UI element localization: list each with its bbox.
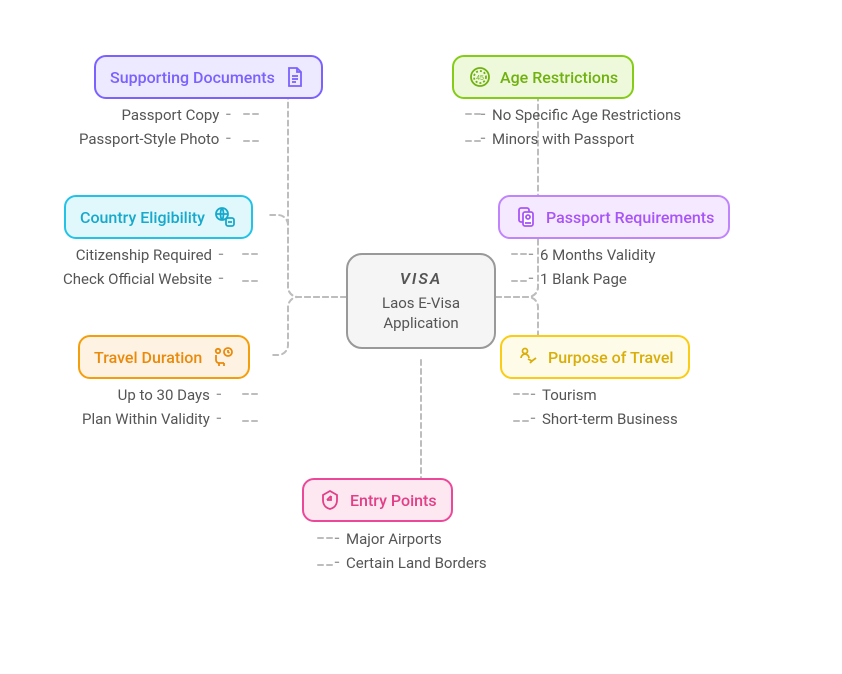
- entry-icon: [318, 488, 342, 512]
- supporting-documents-node: Supporting Documents: [94, 55, 323, 99]
- supporting-documents-items: -Passport Copy-Passport-Style Photo: [79, 106, 237, 148]
- supporting-documents-item-label: Passport Copy: [122, 106, 220, 124]
- document-icon: [283, 65, 307, 89]
- supporting-documents-item-label: Passport-Style Photo: [79, 130, 219, 148]
- tick-mark: -: [522, 270, 540, 288]
- age-restrictions-item: -Minors with Passport: [474, 130, 681, 148]
- svg-text:45: 45: [476, 75, 484, 82]
- travel-duration-item: -Plan Within Validity: [82, 410, 228, 428]
- travel-duration-item-label: Up to 30 Days: [118, 386, 210, 404]
- country-eligibility-node: Country Eligibility: [64, 195, 253, 239]
- tick-mark: -: [328, 554, 346, 572]
- supporting-documents-label: Supporting Documents: [110, 68, 275, 87]
- entry-points-items: -Major Airports-Certain Land Borders: [328, 530, 487, 572]
- passport-requirements-item: -6 Months Validity: [522, 246, 656, 264]
- purpose-of-travel-item-label: Short-term Business: [542, 410, 678, 428]
- entry-points-node: Entry Points: [302, 478, 453, 522]
- supporting-documents-item: -Passport Copy: [122, 106, 238, 124]
- globe-icon: [213, 205, 237, 229]
- country-eligibility-label: Country Eligibility: [80, 208, 205, 227]
- purpose-of-travel-item-label: Tourism: [542, 386, 597, 404]
- age-restrictions-label: Age Restrictions: [500, 68, 618, 87]
- entry-points-item: -Major Airports: [328, 530, 487, 548]
- tick-mark: -: [474, 130, 492, 148]
- center-title: VISA: [358, 269, 484, 288]
- entry-points-item-label: Certain Land Borders: [346, 554, 487, 572]
- tick-mark: -: [524, 410, 542, 428]
- purpose-of-travel-item: -Tourism: [524, 386, 678, 404]
- seat-clock-icon: [210, 345, 234, 369]
- passport-requirements-items: -6 Months Validity-1 Blank Page: [522, 246, 656, 288]
- entry-points-item: -Certain Land Borders: [328, 554, 487, 572]
- tick-mark: -: [524, 386, 542, 404]
- tick-mark: -: [212, 270, 230, 288]
- tick-mark: -: [219, 106, 237, 124]
- travel-duration-item: -Up to 30 Days: [118, 386, 228, 404]
- entry-points-item-label: Major Airports: [346, 530, 442, 548]
- passport-icon: [514, 205, 538, 229]
- passport-requirements-item: -1 Blank Page: [522, 270, 656, 288]
- tick-mark: -: [210, 410, 228, 428]
- age-restrictions-items: -No Specific Age Restrictions-Minors wit…: [474, 106, 681, 148]
- supporting-documents-item: -Passport-Style Photo: [79, 130, 237, 148]
- mindmap-canvas: VISA Laos E-Visa Application Supporting …: [0, 0, 842, 674]
- country-eligibility-item-label: Citizenship Required: [76, 246, 212, 264]
- age-icon: 45: [468, 65, 492, 89]
- center-subtitle: Laos E-Visa Application: [358, 294, 484, 333]
- travel-duration-node: Travel Duration: [78, 335, 250, 379]
- travel-duration-label: Travel Duration: [94, 348, 202, 367]
- tick-mark: -: [210, 386, 228, 404]
- passport-requirements-label: Passport Requirements: [546, 208, 714, 227]
- tick-mark: -: [328, 530, 346, 548]
- purpose-of-travel-items: -Tourism-Short-term Business: [524, 386, 678, 428]
- purpose-of-travel-label: Purpose of Travel: [548, 348, 674, 367]
- country-eligibility-item-label: Check Official Website: [63, 270, 212, 288]
- tick-mark: -: [522, 246, 540, 264]
- travel-duration-item-label: Plan Within Validity: [82, 410, 210, 428]
- age-restrictions-item-label: No Specific Age Restrictions: [492, 106, 681, 124]
- passport-requirements-item-label: 1 Blank Page: [540, 270, 627, 288]
- country-eligibility-items: -Citizenship Required-Check Official Web…: [63, 246, 230, 288]
- purpose-of-travel-node: Purpose of Travel: [500, 335, 690, 379]
- tick-mark: -: [474, 106, 492, 124]
- handshake-icon: [516, 345, 540, 369]
- country-eligibility-item: -Citizenship Required: [76, 246, 230, 264]
- age-restrictions-node: 45 Age Restrictions: [452, 55, 634, 99]
- purpose-of-travel-item: -Short-term Business: [524, 410, 678, 428]
- age-restrictions-item-label: Minors with Passport: [492, 130, 634, 148]
- passport-requirements-node: Passport Requirements: [498, 195, 730, 239]
- age-restrictions-item: -No Specific Age Restrictions: [474, 106, 681, 124]
- travel-duration-items: -Up to 30 Days-Plan Within Validity: [82, 386, 228, 428]
- entry-points-label: Entry Points: [350, 491, 437, 510]
- passport-requirements-item-label: 6 Months Validity: [540, 246, 656, 264]
- country-eligibility-item: -Check Official Website: [63, 270, 230, 288]
- tick-mark: -: [219, 130, 237, 148]
- tick-mark: -: [212, 246, 230, 264]
- center-node: VISA Laos E-Visa Application: [346, 253, 496, 349]
